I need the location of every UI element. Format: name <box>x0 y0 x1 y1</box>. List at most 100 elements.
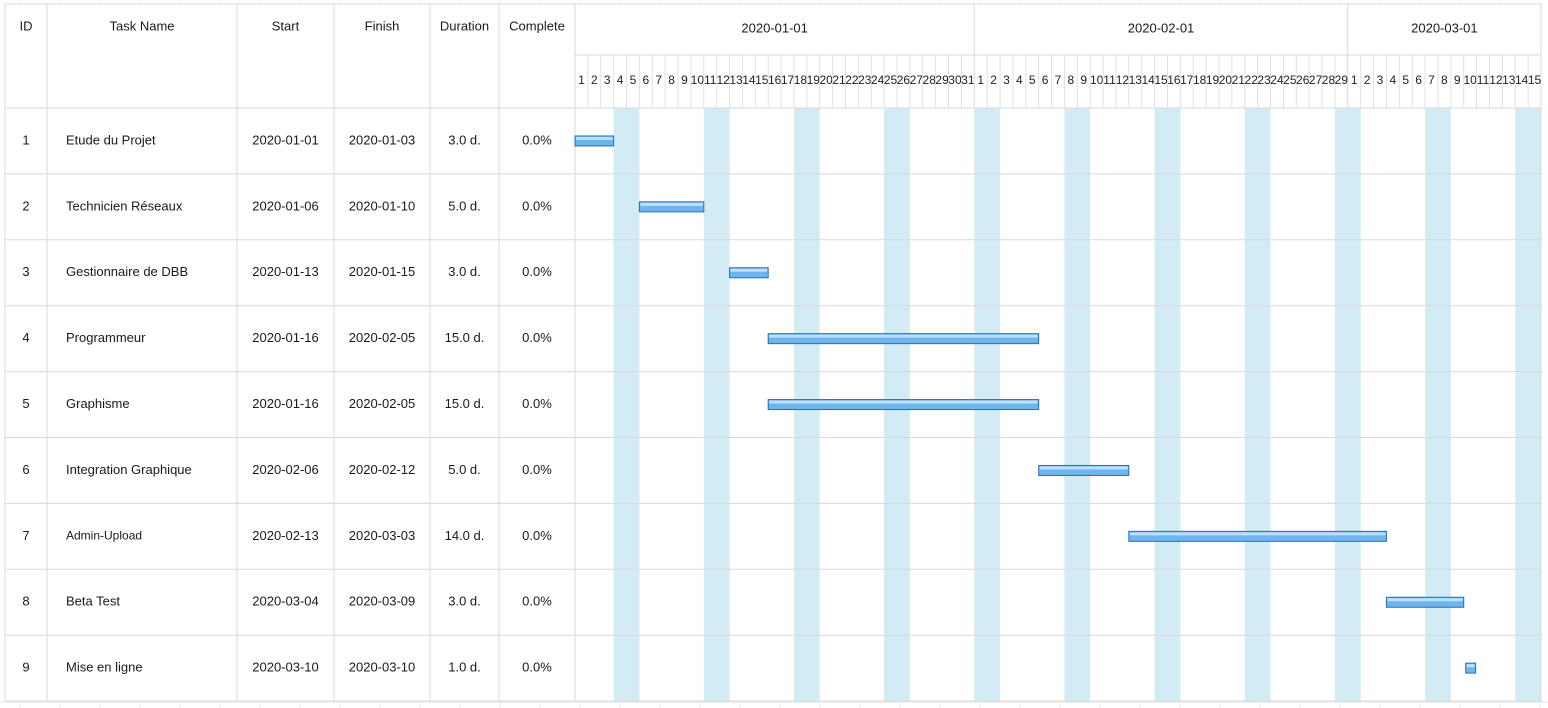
day-tick-label: 25 <box>884 73 898 87</box>
task-start: 2020-01-16 <box>252 396 319 411</box>
task-bar <box>638 201 705 213</box>
task-name: Mise en ligne <box>66 660 143 675</box>
weekend-band <box>1334 108 1361 702</box>
day-tick-label: 21 <box>1232 73 1246 87</box>
day-tick-label: 11 <box>704 73 717 87</box>
day-tick-label: 24 <box>1270 73 1284 87</box>
day-tick-label: 28 <box>923 73 937 87</box>
task-name: Graphisme <box>66 396 130 411</box>
task-complete: 0.0% <box>522 396 552 411</box>
task-name: Technicien Réseaux <box>66 198 183 213</box>
column-header-duration: Duration <box>440 18 489 33</box>
day-tick-label: 8 <box>668 73 675 87</box>
day-tick-label: 15 <box>1154 73 1168 87</box>
day-tick-label: 4 <box>1390 73 1397 87</box>
task-start: 2020-01-16 <box>252 330 319 345</box>
task-id: 1 <box>22 132 29 147</box>
day-tick-label: 1 <box>1351 73 1358 87</box>
task-duration: 5.0 d. <box>448 198 481 213</box>
task-start: 2020-02-06 <box>252 462 319 477</box>
day-tick-label: 13 <box>729 73 743 87</box>
day-tick-label: 6 <box>1042 73 1049 87</box>
day-tick-label: 22 <box>845 73 859 87</box>
task-start: 2020-01-06 <box>252 198 319 213</box>
task-name: Integration Graphique <box>66 462 192 477</box>
task-bar <box>1385 596 1465 608</box>
day-tick-label: 17 <box>781 73 795 87</box>
task-bar-highlight <box>730 268 768 272</box>
task-id: 4 <box>22 330 29 345</box>
day-tick-label: 21 <box>832 73 846 87</box>
weekend-band <box>1515 108 1541 702</box>
column-header-complete: Complete <box>509 18 565 33</box>
day-tick-label: 29 <box>935 73 949 87</box>
column-header-finish: Finish <box>365 18 400 33</box>
task-finish: 2020-02-05 <box>349 396 416 411</box>
task-complete: 0.0% <box>522 660 552 675</box>
task-finish: 2020-01-10 <box>349 198 416 213</box>
task-bar <box>1038 464 1130 476</box>
column-header-id: ID <box>20 18 33 33</box>
day-tick-label: 18 <box>794 73 808 87</box>
task-id: 9 <box>22 660 29 675</box>
task-bar-highlight <box>1466 664 1475 668</box>
task-bar-highlight <box>769 334 1038 338</box>
day-tick-label: 14 <box>1141 73 1155 87</box>
day-tick-label: 14 <box>742 73 756 87</box>
task-name: Admin-Upload <box>66 529 142 543</box>
day-tick-label: 26 <box>1296 73 1310 87</box>
task-id: 8 <box>22 594 29 609</box>
day-tick-label: 27 <box>1309 73 1323 87</box>
day-tick-label: 12 <box>1489 73 1503 87</box>
day-tick-label: 12 <box>1116 73 1130 87</box>
day-tick-label: 3 <box>1377 73 1384 87</box>
task-duration: 15.0 d. <box>445 330 485 345</box>
task-bar-highlight <box>769 400 1038 404</box>
day-tick-label: 5 <box>630 73 637 87</box>
task-id: 7 <box>22 528 29 543</box>
day-tick-label: 30 <box>948 73 962 87</box>
column-header-start: Start <box>272 18 300 33</box>
day-tick-label: 22 <box>1245 73 1259 87</box>
day-tick-label: 9 <box>1454 73 1461 87</box>
task-bar-highlight <box>576 136 613 140</box>
day-tick-label: 6 <box>1415 73 1422 87</box>
day-tick-label: 3 <box>604 73 611 87</box>
task-start: 2020-03-10 <box>252 660 319 675</box>
day-tick-label: 2 <box>990 73 997 87</box>
day-tick-label: 24 <box>871 73 885 87</box>
day-tick-label: 12 <box>716 73 730 87</box>
day-tick-label: 17 <box>1180 73 1194 87</box>
task-duration: 5.0 d. <box>448 462 481 477</box>
weekend-band <box>613 108 640 702</box>
day-tick-label: 5 <box>1029 73 1036 87</box>
day-tick-label: 13 <box>1129 73 1143 87</box>
task-start: 2020-02-13 <box>252 528 319 543</box>
month-label: 2020-03-01 <box>1411 20 1478 35</box>
task-duration: 15.0 d. <box>445 396 485 411</box>
day-tick-label: 15 <box>1528 73 1542 87</box>
day-tick-label: 7 <box>1055 73 1062 87</box>
weekend-band <box>1064 108 1091 702</box>
weekend-band <box>1154 108 1181 702</box>
task-name: Gestionnaire de DBB <box>66 264 188 279</box>
day-tick-label: 16 <box>1167 73 1181 87</box>
column-header-task: Task Name <box>109 18 174 33</box>
task-duration: 3.0 d. <box>448 264 481 279</box>
task-complete: 0.0% <box>522 198 552 213</box>
day-tick-label: 20 <box>1219 73 1233 87</box>
weekend-band <box>703 108 730 702</box>
day-tick-label: 1 <box>578 73 585 87</box>
task-name: Beta Test <box>66 594 120 609</box>
task-bar-highlight <box>1039 466 1128 470</box>
task-duration: 3.0 d. <box>448 594 481 609</box>
task-id: 2 <box>22 198 29 213</box>
day-tick-label: 15 <box>755 73 769 87</box>
day-tick-label: 6 <box>642 73 649 87</box>
day-tick-label: 7 <box>1428 73 1435 87</box>
task-complete: 0.0% <box>522 330 552 345</box>
day-tick-label: 31 <box>961 73 975 87</box>
task-complete: 0.0% <box>522 462 552 477</box>
task-bar <box>767 399 1040 411</box>
task-start: 2020-01-13 <box>252 264 319 279</box>
